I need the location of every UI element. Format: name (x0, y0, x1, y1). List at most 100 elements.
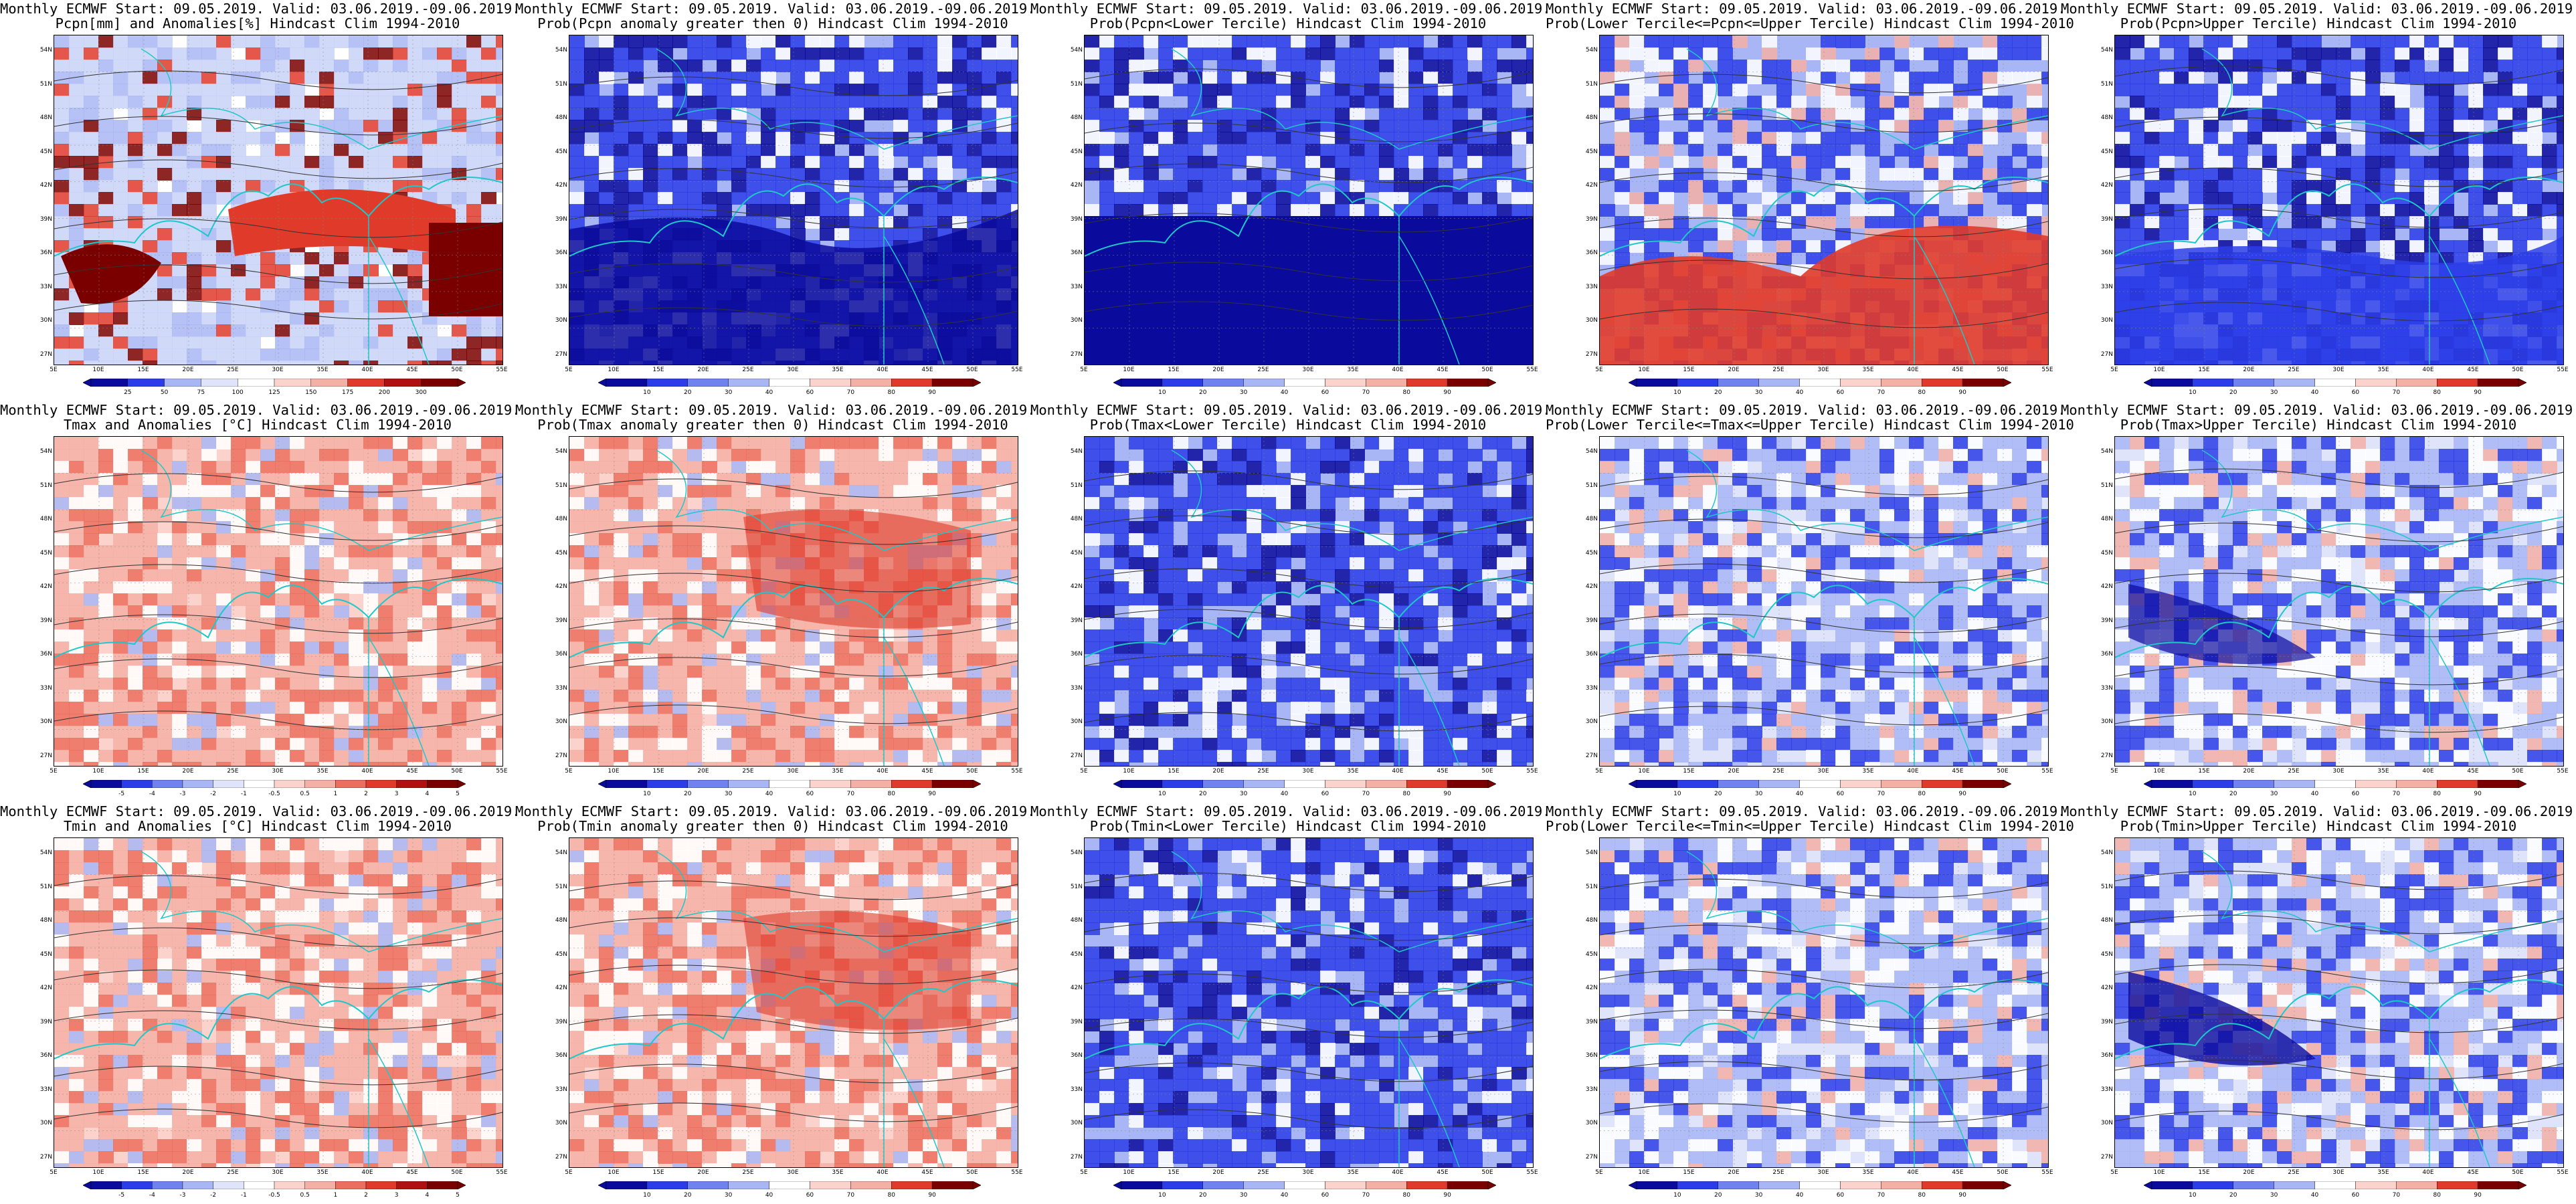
lon-label: 25E (1257, 768, 1269, 775)
panel-title: Monthly ECMWF Start: 09.05.2019. Valid: … (2061, 403, 2576, 432)
lon-label: 20E (697, 768, 709, 775)
colorbar-tick: 30 (2270, 1192, 2278, 1199)
map-frame (1599, 35, 2049, 365)
map-panel: Monthly ECMWF Start: 09.05.2019. Valid: … (515, 803, 1036, 1204)
lon-label: 50E (2512, 367, 2524, 373)
lon-label: 45E (1437, 367, 1449, 373)
colorbar-tick: 0.5 (300, 1192, 310, 1199)
colorbar-tick: -2 (210, 791, 217, 797)
lat-label: 45N (555, 950, 567, 958)
colorbar-tick: 20 (1714, 791, 1722, 797)
lat-label: 51N (39, 883, 52, 890)
panel-title: Monthly ECMWF Start: 09.05.2019. Valid: … (2061, 1, 2576, 31)
colorbar-tick: 40 (2310, 1192, 2319, 1199)
lat-label: 48N (39, 114, 52, 121)
lon-label: 10E (1123, 768, 1135, 775)
lat-label: 54N (1070, 849, 1083, 856)
lat-label: 48N (1070, 917, 1083, 924)
lat-label: 54N (2100, 47, 2113, 54)
lat-label: 45N (1585, 148, 1598, 155)
lon-label: 30E (787, 768, 799, 775)
colorbar (1629, 1181, 2011, 1189)
lat-label: 30N (555, 1120, 567, 1126)
colorbar-tick: 3 (394, 1192, 399, 1199)
lon-label: 25E (1772, 367, 1784, 373)
lon-label: 40E (1392, 768, 1404, 775)
lon-label: 30E (1817, 768, 1829, 775)
lat-label: 39N (1070, 1018, 1083, 1025)
map-frame (1084, 837, 1534, 1168)
lat-label: 54N (1585, 849, 1598, 856)
lon-label: 20E (1728, 367, 1740, 373)
lon-label: 20E (182, 1169, 194, 1176)
colorbar (1113, 780, 1496, 788)
lon-label: 35E (316, 768, 329, 775)
lat-label: 51N (39, 482, 52, 489)
lon-label: 25E (742, 1169, 754, 1176)
panel-title-line1: Monthly ECMWF Start: 09.05.2019. Valid: … (1030, 402, 1551, 418)
lat-label: 42N (1585, 985, 1598, 991)
colorbar-tick: 200 (378, 389, 390, 396)
lat-label: 54N (39, 448, 52, 455)
map-frame (2114, 436, 2564, 767)
lat-label: 39N (1585, 1018, 1598, 1025)
lat-label: 36N (555, 1052, 567, 1059)
colorbar-tick: 50 (160, 389, 169, 396)
map-frame (2114, 35, 2564, 365)
colorbar-tick: -3 (179, 1192, 186, 1199)
lon-label: 45E (921, 768, 933, 775)
colorbar-ticks: 10 20 30 40 60 70 80 90 (2144, 389, 2526, 397)
colorbar-tick: 80 (2433, 1192, 2441, 1199)
colorbar-tick: 10 (643, 1192, 651, 1199)
colorbar-tick: 90 (1958, 1192, 1966, 1199)
lon-label: 20E (697, 1169, 709, 1176)
colorbar-tick: 60 (2351, 791, 2360, 797)
panel-title: Monthly ECMWF Start: 09.05.2019. Valid: … (1546, 1, 2074, 31)
lat-label: 45N (2100, 148, 2113, 155)
lon-label: 40E (1907, 367, 1919, 373)
lat-label: 48N (555, 516, 567, 522)
lat-label: 45N (1070, 549, 1083, 557)
colorbar-tick: 3 (394, 791, 399, 797)
panel-title-line2: Prob(Pcpn<Lower Tercile) Hindcast Clim 1… (1089, 15, 1487, 31)
colorbar-tick: -1 (240, 791, 247, 797)
lon-label: 15E (137, 1169, 149, 1176)
lon-label: 45E (2467, 768, 2479, 775)
colorbar-tick: 150 (305, 389, 317, 396)
colorbar-tick: -5 (118, 1192, 125, 1199)
lat-label: 33N (555, 684, 567, 692)
panel-title-line1: Monthly ECMWF Start: 09.05.2019. Valid: … (0, 1, 521, 17)
lon-label: 40E (1392, 367, 1404, 373)
colorbar-tick: 25 (124, 389, 132, 396)
lat-label: 45N (555, 549, 567, 557)
lat-label: 30N (555, 317, 567, 324)
lat-label: 48N (1070, 114, 1083, 121)
colorbar-tick: 60 (2351, 1192, 2360, 1199)
lat-label: 42N (39, 182, 52, 189)
lon-label: 55E (2041, 768, 2053, 775)
lat-label: 42N (2100, 985, 2113, 991)
colorbar-tick: 40 (2310, 389, 2319, 396)
lat-label: 51N (1585, 883, 1598, 890)
lon-label: 10E (1123, 367, 1135, 373)
colorbar-tick: 30 (1754, 389, 1763, 396)
map-panel: Monthly ECMWF Start: 09.05.2019. Valid: … (2061, 401, 2576, 803)
lon-label: 20E (1212, 367, 1224, 373)
colorbar-tick: 80 (887, 791, 895, 797)
lat-label: 30N (2100, 718, 2113, 725)
lon-label: 25E (1772, 768, 1784, 775)
panel-title: Monthly ECMWF Start: 09.05.2019. Valid: … (2061, 804, 2576, 833)
lat-label: 48N (2100, 516, 2113, 522)
map-field (569, 437, 1018, 766)
lon-label: 20E (1212, 1169, 1224, 1176)
lon-label: 50E (451, 367, 463, 373)
lon-label: 30E (2332, 768, 2344, 775)
lat-label: 30N (39, 718, 52, 725)
map-field (1085, 437, 1533, 766)
lon-label: 30E (1302, 1169, 1314, 1176)
colorbar-tick: 20 (2229, 1192, 2237, 1199)
lat-label: 48N (1585, 516, 1598, 522)
lat-label: 39N (2100, 1018, 2113, 1025)
colorbar-tick: 300 (415, 389, 427, 396)
map-panel: Monthly ECMWF Start: 09.05.2019. Valid: … (0, 0, 521, 401)
